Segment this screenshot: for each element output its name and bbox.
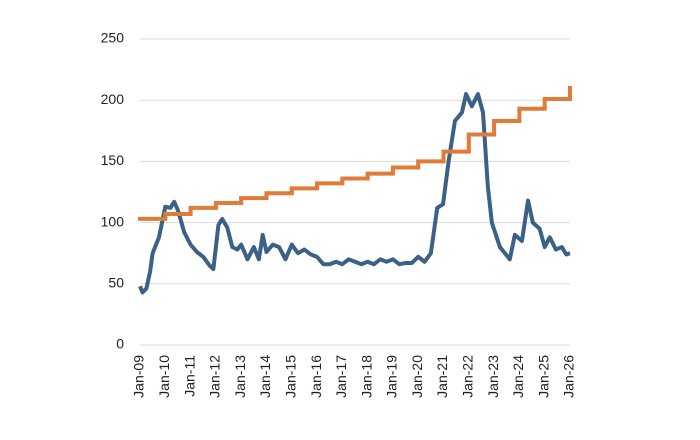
x-tick-label: Jan-25	[535, 355, 551, 398]
x-tick-label: Jan-12	[207, 355, 223, 398]
x-tick-label: Jan-26	[561, 355, 577, 398]
y-tick-label: 50	[108, 275, 124, 291]
x-tick-label: Jan-19	[384, 355, 400, 398]
x-tick-label: Jan-20	[409, 355, 425, 398]
y-tick-label: 100	[101, 213, 125, 229]
x-tick-label: Jan-13	[232, 355, 248, 398]
y-tick-label: 150	[101, 152, 125, 168]
x-tick-label: Jan-21	[434, 355, 450, 398]
x-tick-label: Jan-09	[131, 355, 147, 398]
x-tick-label: Jan-18	[358, 355, 374, 398]
x-tick-label: Jan-10	[156, 355, 172, 398]
x-tick-label: Jan-16	[308, 355, 324, 398]
y-tick-label: 250	[101, 30, 125, 46]
y-tick-label: 200	[101, 91, 125, 107]
x-tick-label: Jan-23	[485, 355, 501, 398]
x-tick-label: Jan-15	[282, 355, 298, 398]
x-tick-label: Jan-22	[460, 355, 476, 398]
x-tick-label: Jan-11	[181, 355, 197, 397]
x-tick-label: Jan-14	[257, 355, 273, 398]
y-tick-label: 0	[116, 336, 124, 352]
data-line	[138, 92, 571, 295]
x-tick-label: Jan-24	[510, 355, 526, 398]
x-tick-label: Jan-17	[333, 355, 349, 398]
